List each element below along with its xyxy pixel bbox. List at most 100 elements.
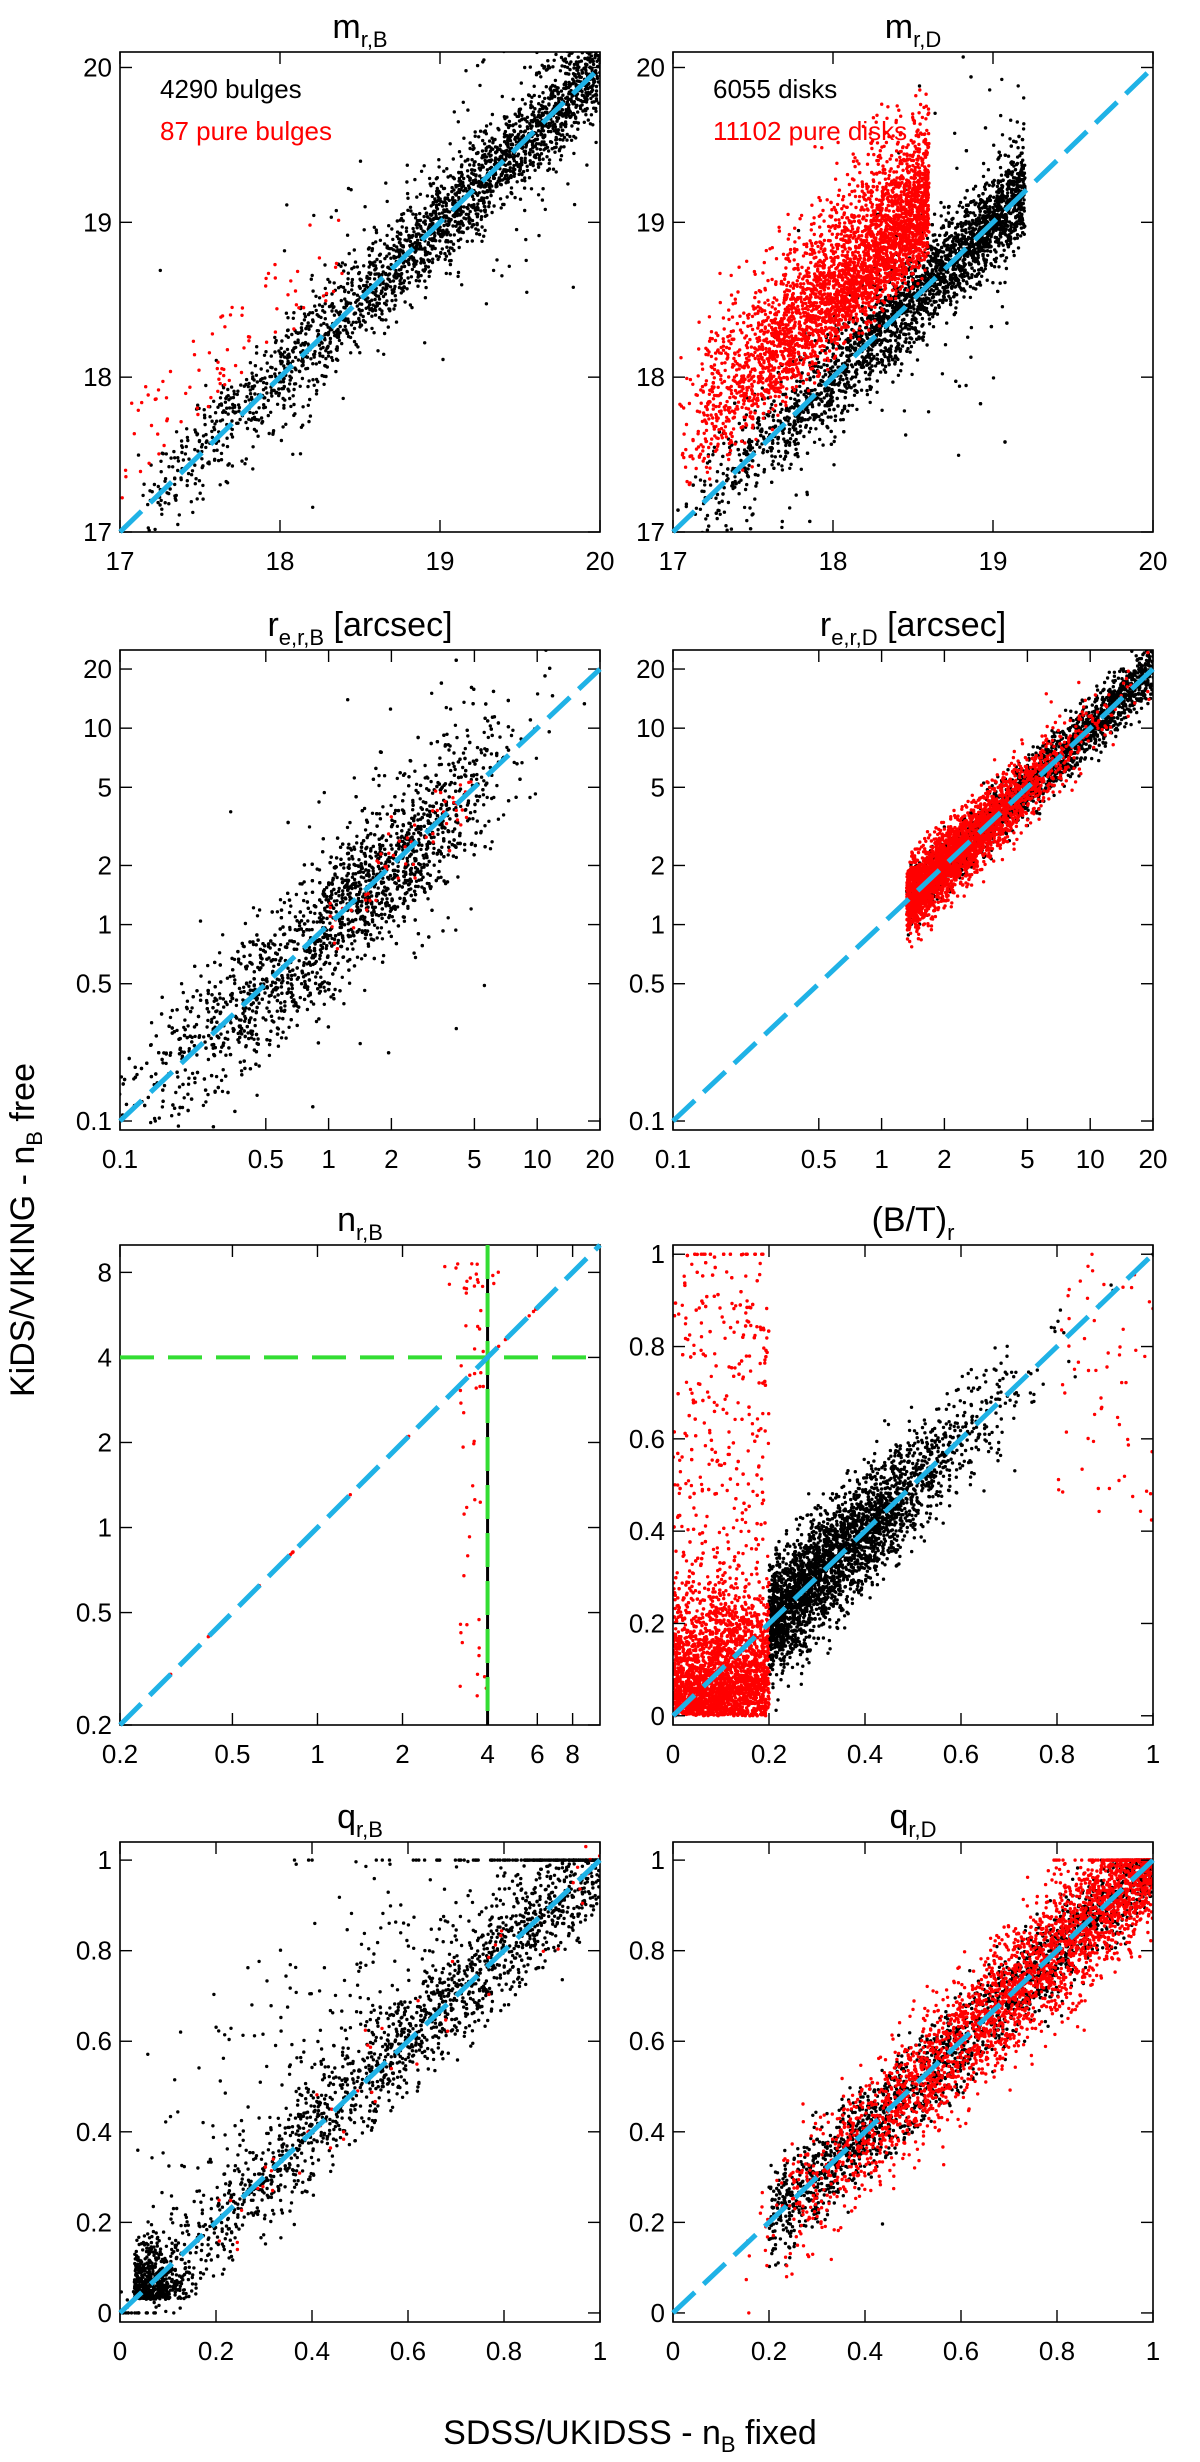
y-tick-label: 0.2 [629,2207,665,2237]
x-tick-label: 5 [467,1144,481,1174]
plot-frame [119,1244,601,1726]
x-tick-label: 19 [426,546,455,576]
x-tick-label: 19 [979,546,1008,576]
x-tick-label: 0.8 [486,2336,522,2366]
y-axis-label: KiDS/VIKING - nB free [4,1063,47,1397]
plot-frame [672,1841,1154,2323]
scatter-points [120,650,587,1129]
plot-frame [672,1244,1154,1726]
x-tick-label: 0.6 [943,2336,979,2366]
y-tick-label: 0.5 [76,969,112,999]
x-tick-label: 10 [1076,1144,1105,1174]
x-tick-label: 1 [593,2336,607,2366]
y-tick-label: 2 [651,850,665,880]
panel-title: qr,D [889,1798,936,1842]
panel-axis-ratio-disk: qr,D 0 0.2 0.4 0.6 0.8 1 0 0.2 0.4 0.6 0.8 1 [629,1798,1160,2366]
y-tick-label: 0.4 [629,2117,665,2147]
scatter-points [905,650,1153,949]
y-tick-label: 20 [636,654,665,684]
plot-frame [672,649,1154,1131]
y-tick-label: 0.2 [76,2207,112,2237]
panel-title: qr,B [337,1798,383,1842]
y-tick-label: 0.2 [76,1710,112,1740]
x-tick-label: 2 [937,1144,951,1174]
scatter-points [673,55,1027,532]
panel-magnitude-bulge: mr,B 17 18 19 20 17 18 19 20 4290 bulges 87 pure b… [83,8,614,576]
one-to-one-line [671,1858,1155,2315]
scatter-points [744,1858,1153,2315]
x-tick-label: 0.5 [801,1144,837,1174]
one-to-one-line [671,667,1155,1123]
y-tick-label: 1 [98,1513,112,1543]
y-tick-label: 0.4 [629,1516,665,1546]
x-tick-label: 1 [1146,1739,1160,1769]
y-tick-label: 0.6 [76,2026,112,2056]
one-to-one-line [118,667,602,1123]
y-tick-label: 18 [83,362,112,392]
x-tick-label: 0.2 [102,1739,138,1769]
y-tick-label: 1 [98,910,112,940]
x-tick-label: 1 [310,1739,324,1769]
scatter-points [120,1844,600,2315]
x-tick-label: 6 [530,1739,544,1769]
x-tick-label: 1 [321,1144,335,1174]
y-tick-label: 0.6 [629,1424,665,1454]
x-tick-label: 0.1 [655,1144,691,1174]
x-tick-label: 18 [266,546,295,576]
x-tick-label: 18 [819,546,848,576]
x-tick-label: 20 [586,1144,615,1174]
x-tick-label: 10 [523,1144,552,1174]
annotation-count: 6055 disks [713,74,837,104]
y-tick-label: 1 [651,1845,665,1875]
y-tick-label: 0.5 [76,1598,112,1628]
y-tick-label: 1 [651,910,665,940]
panel-radius-bulge: re,r,B [arcsec] 0.1 0.5 1 2 5 10 20 0.1 0.5 1 2 5 10 2… [76,606,615,1174]
panel-title: mr,B [332,8,387,52]
y-tick-label: 20 [83,52,112,82]
panel-radius-disk: re,r,D [arcsec] 0.1 0.5 1 2 5 10 20 0.1 0.5 1 2 5 10 2… [629,606,1168,1174]
annotation-pure-count: 87 pure bulges [160,116,332,146]
x-tick-label: 0.2 [751,1739,787,1769]
y-tick-label: 0.8 [76,1936,112,1966]
x-tick-label: 1 [874,1144,888,1174]
panel-axis-ratio-bulge: qr,B 0 0.2 0.4 0.6 0.8 1 0 0.2 0.4 0.6 0.8 1 [76,1798,607,2366]
x-tick-label: 0.5 [214,1739,250,1769]
panel-magnitude-disk: mr,D 17 18 19 20 17 18 19 20 6055 disks 11102 pure… [636,8,1167,576]
y-tick-label: 0 [651,2298,665,2328]
y-tick-label: 0 [651,1701,665,1731]
annotation-pure-count: 11102 pure disks [713,116,907,146]
x-tick-label: 2 [395,1739,409,1769]
y-tick-label: 0.5 [629,969,665,999]
one-to-one-line [671,65,1155,534]
x-tick-label: 0.8 [1039,2336,1075,2366]
x-tick-label: 0 [113,2336,127,2366]
x-tick-label: 17 [659,546,688,576]
y-tick-label: 0.1 [76,1106,112,1136]
y-tick-label: 18 [636,362,665,392]
x-tick-label: 0 [666,1739,680,1769]
x-axis-label: SDSS/UKIDSS - nB fixed [443,2414,817,2457]
panel-title: mr,D [885,8,941,52]
y-tick-label: 0.4 [76,2117,112,2147]
panel-bulge-to-total: (B/T)r 0 0.2 0.4 0.6 0.8 1 0 0.2 0.4 0.6 0.8 1 [629,1201,1160,1769]
annotation-count: 4290 bulges [160,74,302,104]
y-tick-label: 0 [98,2298,112,2328]
one-to-one-line [671,1252,1155,1718]
plot-frame [119,1841,601,2323]
panel-title: (B/T)r [872,1201,955,1245]
y-tick-label: 19 [636,207,665,237]
panel-title: re,r,B [arcsec] [267,606,452,650]
x-tick-label: 2 [384,1144,398,1174]
x-tick-label: 17 [106,546,135,576]
y-tick-label: 10 [636,713,665,743]
x-tick-label: 0.2 [751,2336,787,2366]
y-tick-label: 5 [98,772,112,802]
y-tick-label: 0.8 [629,1936,665,1966]
y-tick-label: 0.1 [629,1106,665,1136]
x-tick-label: 0 [666,2336,680,2366]
x-tick-label: 0.6 [943,1739,979,1769]
x-tick-label: 0.8 [1039,1739,1075,1769]
y-tick-label: 1 [651,1239,665,1269]
